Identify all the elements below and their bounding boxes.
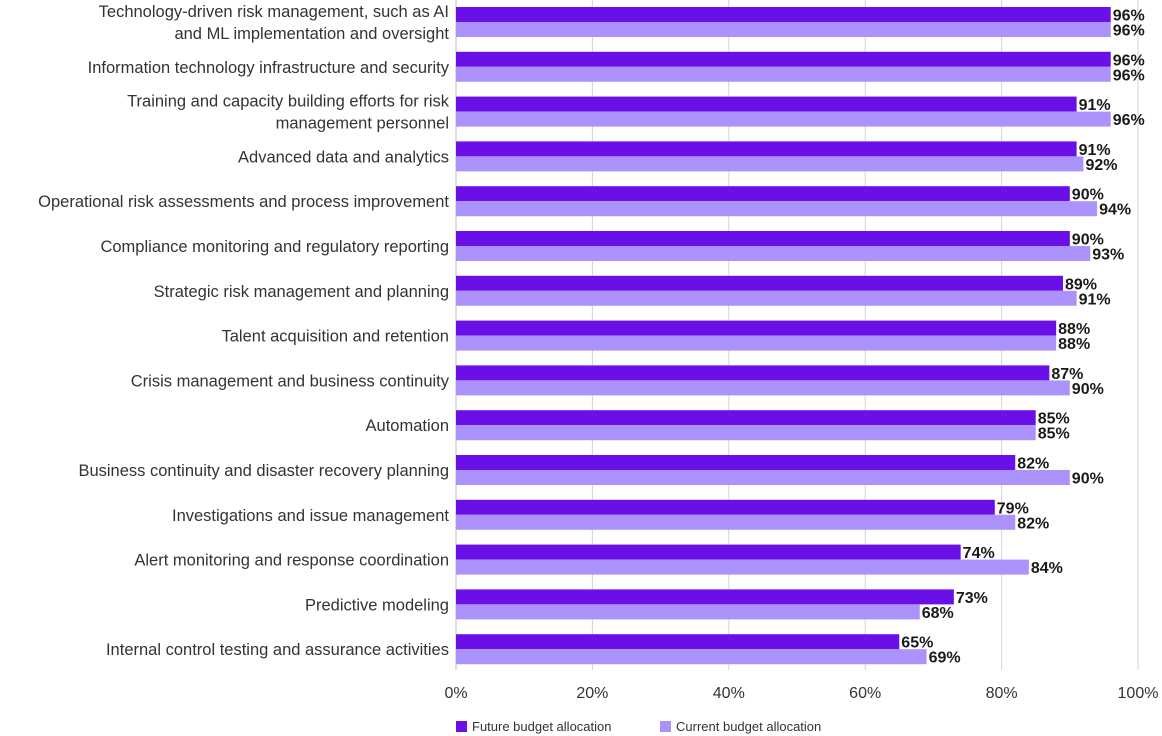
current-budget-bar xyxy=(456,559,1029,575)
current-legend-swatch xyxy=(660,721,671,732)
current-value-label: 88% xyxy=(1058,336,1090,353)
current-budget-bar xyxy=(456,156,1084,172)
x-tick-label: 40% xyxy=(713,685,745,702)
legend: Future budget allocation Current budget a… xyxy=(456,719,821,734)
future-budget-bar xyxy=(456,275,1063,291)
category-label: Strategic risk management and planning xyxy=(154,283,449,301)
future-value-label: 90% xyxy=(1072,187,1104,204)
current-value-label: 69% xyxy=(929,650,961,667)
category-label: management personnel xyxy=(276,115,449,133)
x-tick-label: 60% xyxy=(849,685,881,702)
future-budget-bar xyxy=(456,231,1070,246)
category-label: and ML implementation and oversight xyxy=(174,25,449,43)
future-budget-bar xyxy=(456,320,1057,336)
category-label: Talent acquisition and retention xyxy=(222,328,450,346)
current-value-label: 96% xyxy=(1113,112,1145,129)
current-value-label: 93% xyxy=(1092,247,1124,264)
current-value-label: 96% xyxy=(1113,67,1145,84)
current-legend-label: Current budget allocation xyxy=(676,719,821,734)
category-label: Investigations and issue management xyxy=(172,507,449,525)
current-value-label: 90% xyxy=(1072,381,1104,398)
bars xyxy=(456,7,1111,665)
current-value-label: 68% xyxy=(922,605,954,622)
current-value-label: 92% xyxy=(1085,157,1117,174)
x-tick-label: 80% xyxy=(986,685,1018,702)
current-value-label: 82% xyxy=(1017,515,1049,532)
future-budget-bar xyxy=(456,455,1016,470)
x-tick-label: 0% xyxy=(444,685,467,702)
future-value-label: 90% xyxy=(1072,232,1104,249)
future-value-label: 91% xyxy=(1079,97,1111,114)
future-value-label: 91% xyxy=(1079,142,1111,159)
current-budget-bar xyxy=(456,380,1070,396)
future-budget-bar xyxy=(456,634,900,650)
current-budget-bar xyxy=(456,246,1091,261)
future-budget-bar xyxy=(456,544,961,560)
category-labels: Technology-driven risk management, such … xyxy=(38,3,450,659)
future-value-label: 96% xyxy=(1113,52,1145,69)
current-value-label: 85% xyxy=(1038,426,1070,443)
value-labels: 96%96%96%96%91%96%91%92%90%94%90%93%89%9… xyxy=(901,8,1144,667)
current-budget-bar xyxy=(456,425,1036,441)
future-value-label: 85% xyxy=(1038,411,1070,428)
current-budget-bar xyxy=(456,335,1057,351)
category-label: Information technology infrastructure an… xyxy=(88,59,450,77)
future-value-label: 89% xyxy=(1065,276,1097,293)
current-budget-bar xyxy=(456,649,927,665)
category-label: Predictive modeling xyxy=(305,596,449,614)
current-value-label: 96% xyxy=(1113,23,1145,40)
future-value-label: 82% xyxy=(1017,456,1049,473)
current-value-label: 94% xyxy=(1099,202,1131,219)
current-value-label: 91% xyxy=(1079,291,1111,308)
future-legend-swatch xyxy=(456,721,467,732)
future-budget-bar xyxy=(456,51,1111,67)
category-label: Advanced data and analytics xyxy=(238,148,449,166)
category-label: Automation xyxy=(366,417,449,435)
current-budget-bar xyxy=(456,66,1111,82)
category-label: Compliance monitoring and regulatory rep… xyxy=(100,238,449,256)
future-budget-bar xyxy=(456,499,995,515)
future-budget-bar xyxy=(456,589,954,605)
future-budget-bar xyxy=(456,365,1050,381)
current-value-label: 90% xyxy=(1072,471,1104,488)
x-axis-tick-labels: 0% 20% 40% 60% 80% 100% xyxy=(444,685,1158,702)
future-value-label: 74% xyxy=(963,545,995,562)
future-value-label: 87% xyxy=(1051,366,1083,383)
category-label: Technology-driven risk management, such … xyxy=(99,3,449,21)
future-legend-label: Future budget allocation xyxy=(472,719,611,734)
future-value-label: 88% xyxy=(1058,321,1090,338)
future-budget-bar xyxy=(456,141,1077,157)
future-value-label: 79% xyxy=(997,500,1029,517)
category-label: Operational risk assessments and process… xyxy=(38,193,449,211)
future-value-label: 73% xyxy=(956,590,988,607)
future-budget-bar xyxy=(456,186,1070,202)
current-budget-bar xyxy=(456,201,1098,217)
current-budget-bar xyxy=(456,514,1016,530)
future-budget-bar xyxy=(456,96,1077,112)
category-label: Crisis management and business continuit… xyxy=(131,372,450,390)
current-budget-bar xyxy=(456,290,1077,306)
current-budget-bar xyxy=(456,22,1111,37)
current-budget-bar xyxy=(456,604,920,620)
category-label: Alert monitoring and response coordinati… xyxy=(134,552,449,570)
future-value-label: 65% xyxy=(901,635,933,652)
current-budget-bar xyxy=(456,111,1111,127)
category-label: Training and capacity building efforts f… xyxy=(127,93,450,111)
future-value-label: 96% xyxy=(1113,8,1145,25)
future-budget-bar xyxy=(456,7,1111,22)
category-label: Business continuity and disaster recover… xyxy=(78,462,449,480)
x-tick-label: 100% xyxy=(1118,685,1159,702)
x-tick-label: 20% xyxy=(576,685,608,702)
current-budget-bar xyxy=(456,470,1070,485)
future-budget-bar xyxy=(456,410,1036,426)
category-label: Internal control testing and assurance a… xyxy=(106,641,449,659)
current-value-label: 84% xyxy=(1031,560,1063,577)
